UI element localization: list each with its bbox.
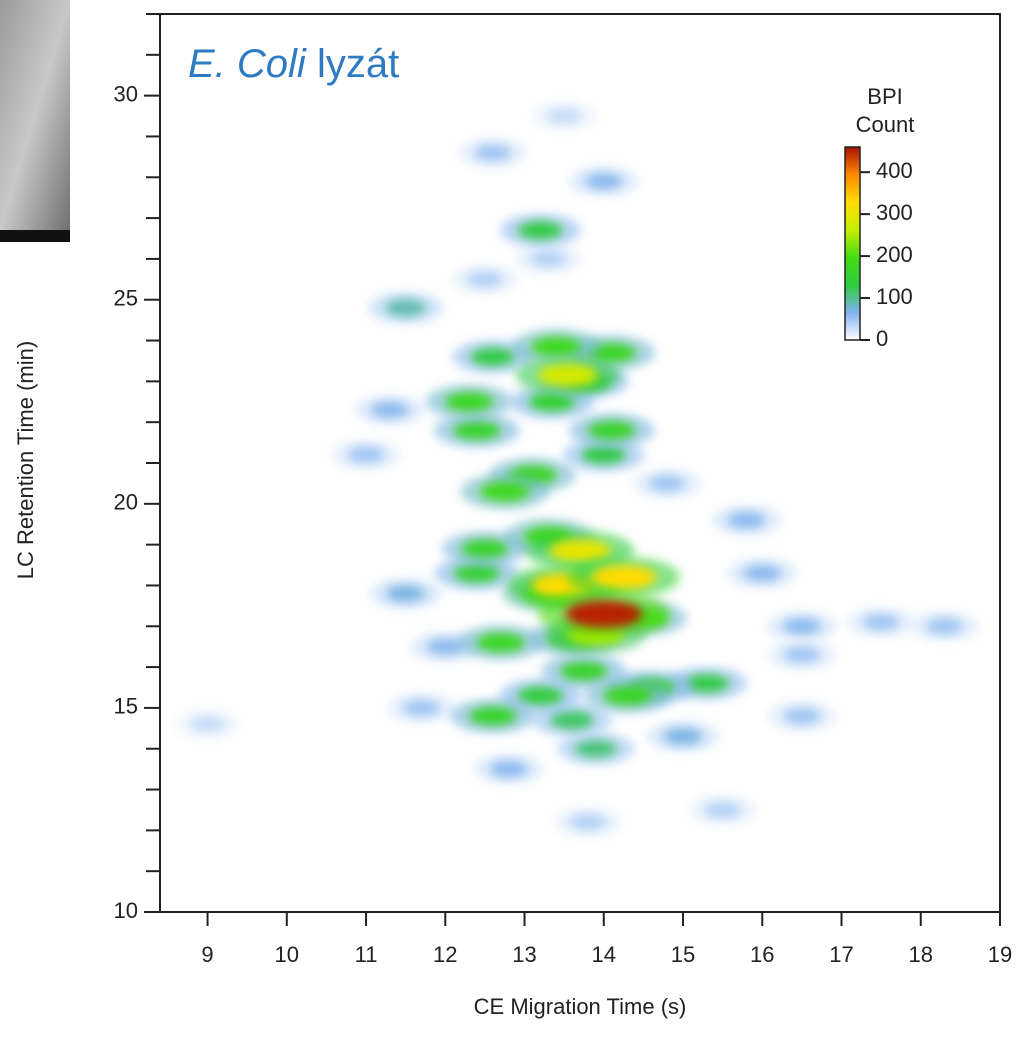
spot [584, 173, 623, 190]
spot [550, 711, 595, 729]
spot [386, 585, 426, 602]
title-text: lyzát [317, 42, 399, 86]
spot [559, 661, 608, 681]
x-tick-label: 15 [671, 942, 695, 967]
spot [727, 512, 766, 529]
spot [591, 565, 657, 590]
colorbar-tick-label: 200 [876, 242, 913, 267]
y-axis-label: LC Retention Time (min) [13, 341, 38, 579]
x-tick-label: 16 [750, 942, 774, 967]
spot [926, 618, 964, 635]
spot [531, 336, 582, 357]
spot [862, 614, 900, 630]
spot [453, 563, 501, 583]
spot [489, 761, 528, 778]
colorbar [844, 146, 861, 341]
spot [528, 392, 576, 412]
spot [704, 802, 741, 818]
spot [385, 299, 427, 317]
spot [444, 392, 494, 412]
y-tick-label: 15 [114, 694, 138, 719]
inset-scale-bar [0, 230, 70, 242]
spot [517, 221, 563, 240]
x-tick-label: 10 [275, 942, 299, 967]
spot [603, 686, 653, 706]
spot [190, 716, 226, 732]
y-tick-label: 20 [114, 490, 138, 515]
spot [684, 674, 730, 693]
x-axis-label: CE Migration Time (s) [474, 994, 687, 1019]
spot [587, 420, 636, 440]
spot [743, 565, 782, 582]
spot [468, 706, 517, 726]
y-tick-label: 25 [114, 286, 138, 311]
spot [460, 539, 509, 559]
x-tick-label: 12 [433, 942, 457, 967]
heatmap [175, 101, 979, 837]
colorbar-tick-label: 0 [876, 326, 888, 351]
x-tick-label: 19 [988, 942, 1012, 967]
spot [574, 740, 618, 758]
colorbar-label: BPI [867, 84, 902, 109]
spot [783, 708, 821, 724]
spot [474, 145, 512, 161]
spot [403, 700, 441, 716]
spot [517, 686, 564, 705]
inset-image [0, 0, 70, 230]
spot [470, 347, 516, 366]
spot [546, 108, 582, 124]
spot [370, 402, 409, 418]
x-tick-label: 9 [201, 942, 213, 967]
x-tick-label: 17 [829, 942, 853, 967]
spot [663, 728, 703, 745]
spot [466, 271, 503, 287]
spot [648, 475, 686, 492]
spot [479, 481, 530, 502]
spot [783, 647, 821, 663]
spot [565, 600, 643, 628]
spot [476, 633, 526, 653]
y-tick-label: 30 [114, 81, 138, 106]
spot [452, 420, 501, 440]
colorbar-tick-label: 300 [876, 200, 913, 225]
x-tick-label: 11 [355, 942, 378, 967]
spot [581, 445, 627, 464]
x-tick-label: 14 [592, 942, 616, 967]
spot [426, 638, 465, 655]
spot [569, 814, 606, 830]
chart-title: E. Coli lyzát [188, 42, 399, 86]
colorbar-label: Count [856, 112, 915, 137]
y-tick-label: 10 [114, 898, 138, 923]
spot [782, 618, 821, 635]
spot [530, 251, 567, 267]
title-italic: E. Coli [188, 42, 307, 86]
spot [347, 447, 385, 463]
colorbar-tick-label: 400 [876, 158, 913, 183]
spot [538, 364, 599, 387]
colorbar-tick-label: 100 [876, 284, 913, 309]
spot [549, 539, 611, 563]
x-tick-label: 13 [512, 942, 536, 967]
x-tick-label: 18 [909, 942, 933, 967]
